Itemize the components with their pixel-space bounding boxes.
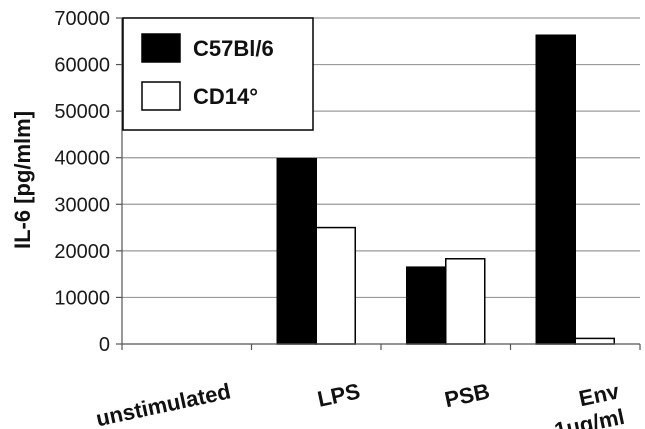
- legend-label-0: C57Bl/6: [193, 36, 274, 61]
- bar-cd14-1: [315, 226, 356, 345]
- y-tick-label: 50000: [54, 101, 110, 123]
- bars: [276, 34, 615, 345]
- bar-cd14-3: [574, 337, 615, 345]
- category-label-3: Env1ug/ml: [547, 378, 628, 429]
- y-tick-labels: 0 10000 20000 30000 40000 50000 60000 70000: [54, 8, 110, 356]
- bar-c57bl6-1: [276, 157, 317, 345]
- category-label-0: unstimulated: [94, 378, 233, 429]
- legend-label-1: CD14°: [193, 84, 258, 109]
- y-tick-label: 10000: [54, 287, 110, 309]
- category-label-line: PSB: [442, 378, 491, 412]
- y-axis-title: IL-6 [pg/mlm]: [10, 111, 35, 249]
- category-label-line: LPS: [315, 378, 362, 411]
- y-tick-label: 40000: [54, 148, 110, 170]
- y-tick-label: 30000: [54, 194, 110, 216]
- bar-c57bl6-2: [406, 266, 447, 345]
- y-tick-label: 70000: [54, 8, 110, 30]
- legend: C57Bl/6 CD14°: [122, 17, 314, 131]
- bar-cd14-2: [445, 258, 486, 345]
- y-tick-label: 20000: [54, 241, 110, 263]
- y-tick-label: 60000: [54, 55, 110, 77]
- axes: [116, 17, 641, 350]
- bar-c57bl6-3: [535, 34, 576, 345]
- category-label-1: LPS: [315, 378, 362, 411]
- y-tick-label: 0: [99, 334, 110, 356]
- legend-swatch-1: [141, 81, 181, 111]
- category-label-2: PSB: [442, 378, 491, 412]
- legend-swatch-0: [141, 33, 181, 63]
- category-labels: unstimulated LPS PSB Env1ug/ml: [94, 378, 628, 429]
- category-label-line: unstimulated: [94, 378, 233, 429]
